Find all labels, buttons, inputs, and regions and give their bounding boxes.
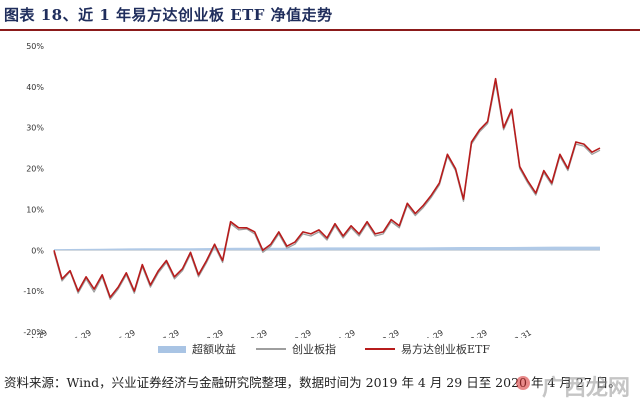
source-note: 资料来源：Wind，兴业证券经济与金融研究院整理，数据时间为 2019 年 4 … <box>4 375 621 390</box>
x-tick-label: 2019-11-29 <box>313 328 357 338</box>
y-tick-label: 10% <box>26 205 44 214</box>
legend-label-etf: 易方达创业板ETF <box>401 343 490 356</box>
y-tick-label: 20% <box>26 165 44 174</box>
x-tick-label: 2020-03-31 <box>489 328 533 338</box>
legend-item-index: 创业板指 <box>256 341 336 357</box>
watermark: 广西龙网 <box>541 376 630 401</box>
series-etf-line <box>53 77 601 299</box>
x-tick-label: 2019-09-29 <box>225 328 269 338</box>
x-tick-label: 2019-05-29 <box>49 328 93 338</box>
legend: 超额收益 创业板指 易方达创业板ETF <box>0 341 640 357</box>
legend-swatch-etf <box>365 348 395 350</box>
watermark-icon <box>516 376 530 390</box>
series-layer <box>53 77 601 300</box>
series-excess-area <box>54 246 600 251</box>
legend-item-etf: 易方达创业板ETF <box>365 341 490 357</box>
chart-title: 图表 18、近 1 年易方达创业板 ETF 净值走势 <box>4 6 333 24</box>
nav-chart: 50% 40% 30% 20% 10% 0% -10% -20% 2019-04-292019… <box>5 42 601 338</box>
x-tick-label: 2019-10-29 <box>269 328 313 338</box>
y-tick-label: 50% <box>26 42 44 51</box>
x-tick-label: 2019-07-29 <box>137 328 181 338</box>
legend-label-excess: 超额收益 <box>192 343 236 356</box>
legend-label-index: 创业板指 <box>292 343 336 356</box>
legend-item-excess: 超额收益 <box>158 341 236 357</box>
x-tick-label: 2019-12-29 <box>357 328 401 338</box>
x-tick-label: 2020-01-29 <box>401 328 445 338</box>
legend-swatch-index <box>256 348 286 350</box>
y-tick-label: -10% <box>23 287 44 296</box>
x-axis: 2019-04-292019-05-292019-06-292019-07-29… <box>5 328 533 338</box>
y-tick-label: -20% <box>23 328 44 337</box>
y-axis: 50% 40% 30% 20% 10% 0% -10% -20% <box>23 42 600 337</box>
title-rule <box>0 29 640 31</box>
x-tick-label: 2020-02-29 <box>445 328 489 338</box>
y-tick-label: 0% <box>31 246 44 255</box>
series-index-line <box>53 82 601 300</box>
y-tick-label: 40% <box>26 83 44 92</box>
x-tick-label: 2019-06-29 <box>93 328 137 338</box>
legend-swatch-excess <box>158 345 186 353</box>
y-tick-label: 30% <box>26 124 44 133</box>
x-tick-label: 2019-08-29 <box>181 328 225 338</box>
